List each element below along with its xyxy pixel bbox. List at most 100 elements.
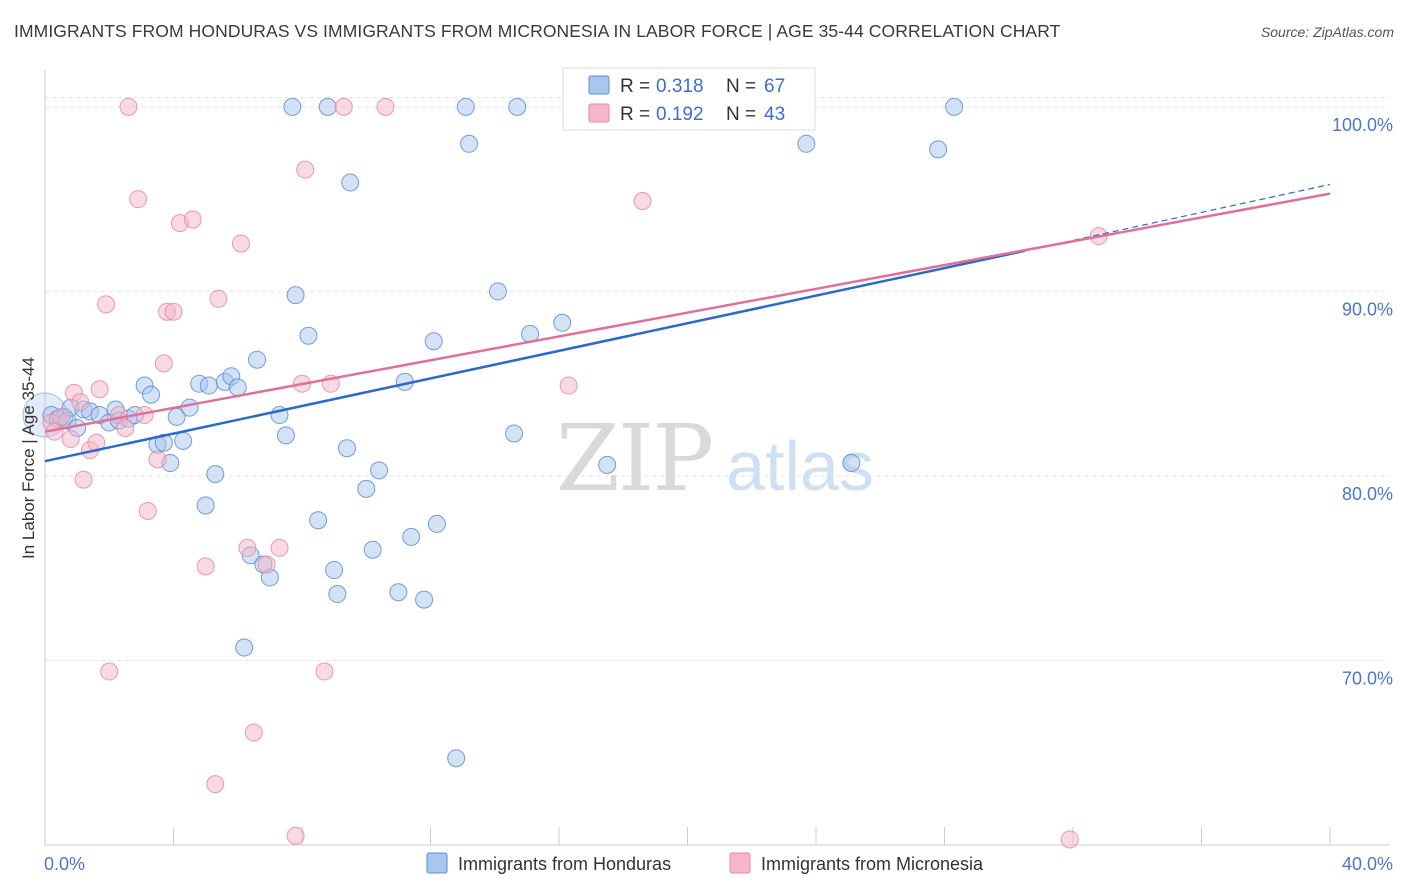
point-honduras (286, 286, 305, 305)
point-micronesia (231, 234, 250, 253)
point-honduras (328, 585, 347, 604)
y-axis-title: In Labor Force | Age 35-44 (19, 357, 38, 559)
point-micronesia (138, 502, 157, 521)
x-tick-label: 0.0% (44, 854, 85, 874)
y-tick-label: 70.0% (1342, 668, 1393, 688)
chart-title: IMMIGRANTS FROM HONDURAS VS IMMIGRANTS F… (14, 21, 1061, 41)
point-micronesia (315, 662, 334, 681)
point-micronesia (61, 430, 80, 449)
legend-r-value-2: 0.192 (656, 104, 704, 125)
point-micronesia (257, 555, 276, 574)
point-micronesia (52, 407, 71, 426)
point-honduras (553, 313, 572, 332)
point-micronesia (206, 775, 225, 794)
x-tick-label: 40.0% (1342, 854, 1393, 874)
y-tick-label: 100.0% (1332, 115, 1393, 135)
point-micronesia (633, 192, 652, 211)
point-micronesia (164, 302, 183, 321)
point-honduras (337, 439, 356, 458)
point-honduras (508, 97, 527, 116)
legend-swatch-honduras-bottom (426, 852, 448, 874)
trend-line-micronesia (44, 192, 1331, 433)
data-points (22, 97, 1108, 849)
point-honduras (505, 424, 524, 443)
point-honduras (945, 97, 964, 116)
point-micronesia (376, 97, 395, 116)
x-tick-labels: 0.0% 40.0% (44, 854, 1393, 874)
point-micronesia (296, 160, 315, 179)
point-honduras (299, 326, 318, 345)
point-honduras (842, 454, 861, 473)
point-honduras (309, 511, 328, 530)
legend-label-honduras: Immigrants from Honduras (458, 854, 671, 874)
point-honduras (206, 465, 225, 484)
point-micronesia (116, 418, 135, 437)
point-honduras (180, 398, 199, 417)
point-micronesia (71, 393, 90, 412)
point-honduras (283, 97, 302, 116)
legend-label-micronesia: Immigrants from Micronesia (761, 854, 984, 874)
stats-legend: R = 0.318 N = 67 R = 0.192 N = 43 (562, 67, 816, 131)
point-honduras (402, 527, 421, 546)
trend-line-honduras (44, 249, 1026, 463)
source-label: Source: ZipAtlas.com (1260, 24, 1394, 40)
point-micronesia (154, 354, 173, 373)
point-micronesia (1060, 830, 1079, 849)
point-micronesia (100, 662, 119, 681)
y-tick-label: 80.0% (1342, 484, 1393, 504)
point-micronesia (238, 538, 257, 557)
point-honduras (341, 173, 360, 192)
point-micronesia (334, 97, 353, 116)
y-tick-label: 90.0% (1342, 299, 1393, 319)
point-honduras (363, 540, 382, 559)
point-micronesia (90, 380, 109, 399)
point-honduras (142, 385, 161, 404)
watermark-zip: ZIP (556, 405, 712, 512)
point-honduras (199, 376, 218, 395)
point-micronesia (244, 723, 263, 742)
point-honduras (427, 514, 446, 533)
point-honduras (389, 583, 408, 602)
legend-r-value-1: 0.318 (656, 76, 704, 97)
point-honduras (154, 433, 173, 452)
point-honduras (174, 431, 193, 450)
legend-n-value-2: 43 (764, 104, 785, 125)
point-honduras (447, 749, 466, 768)
legend-r-label-2: R = (620, 104, 650, 125)
legend-swatch-micronesia-bottom (729, 852, 751, 874)
legend-n-label-2: N = (726, 104, 756, 125)
point-honduras (248, 350, 267, 369)
point-honduras (318, 97, 337, 116)
point-micronesia (196, 557, 215, 576)
point-micronesia (559, 376, 578, 395)
legend-swatch-honduras (588, 75, 610, 95)
point-honduras (415, 590, 434, 609)
trend-lines (44, 183, 1331, 463)
point-micronesia (119, 97, 138, 116)
point-honduras (424, 332, 443, 351)
point-honduras (325, 561, 344, 580)
point-micronesia (286, 826, 305, 845)
point-micronesia (183, 210, 202, 229)
point-micronesia (97, 295, 116, 314)
point-honduras (357, 479, 376, 498)
point-honduras (196, 496, 215, 515)
legend-n-value-1: 67 (764, 76, 785, 97)
point-micronesia (129, 190, 148, 209)
point-honduras (235, 638, 254, 657)
point-honduras (370, 461, 389, 480)
point-micronesia (209, 289, 228, 308)
point-micronesia (148, 450, 167, 469)
point-honduras (456, 97, 475, 116)
point-honduras (460, 134, 479, 153)
point-honduras (276, 426, 295, 445)
point-honduras (797, 134, 816, 153)
series-legend: Immigrants from Honduras Immigrants from… (426, 852, 984, 874)
watermark: ZIP atlas (556, 405, 874, 512)
legend-n-label-1: N = (726, 76, 756, 97)
point-honduras (228, 378, 247, 397)
point-micronesia (270, 538, 289, 557)
point-micronesia (74, 470, 93, 489)
legend-r-label-1: R = (620, 76, 650, 97)
